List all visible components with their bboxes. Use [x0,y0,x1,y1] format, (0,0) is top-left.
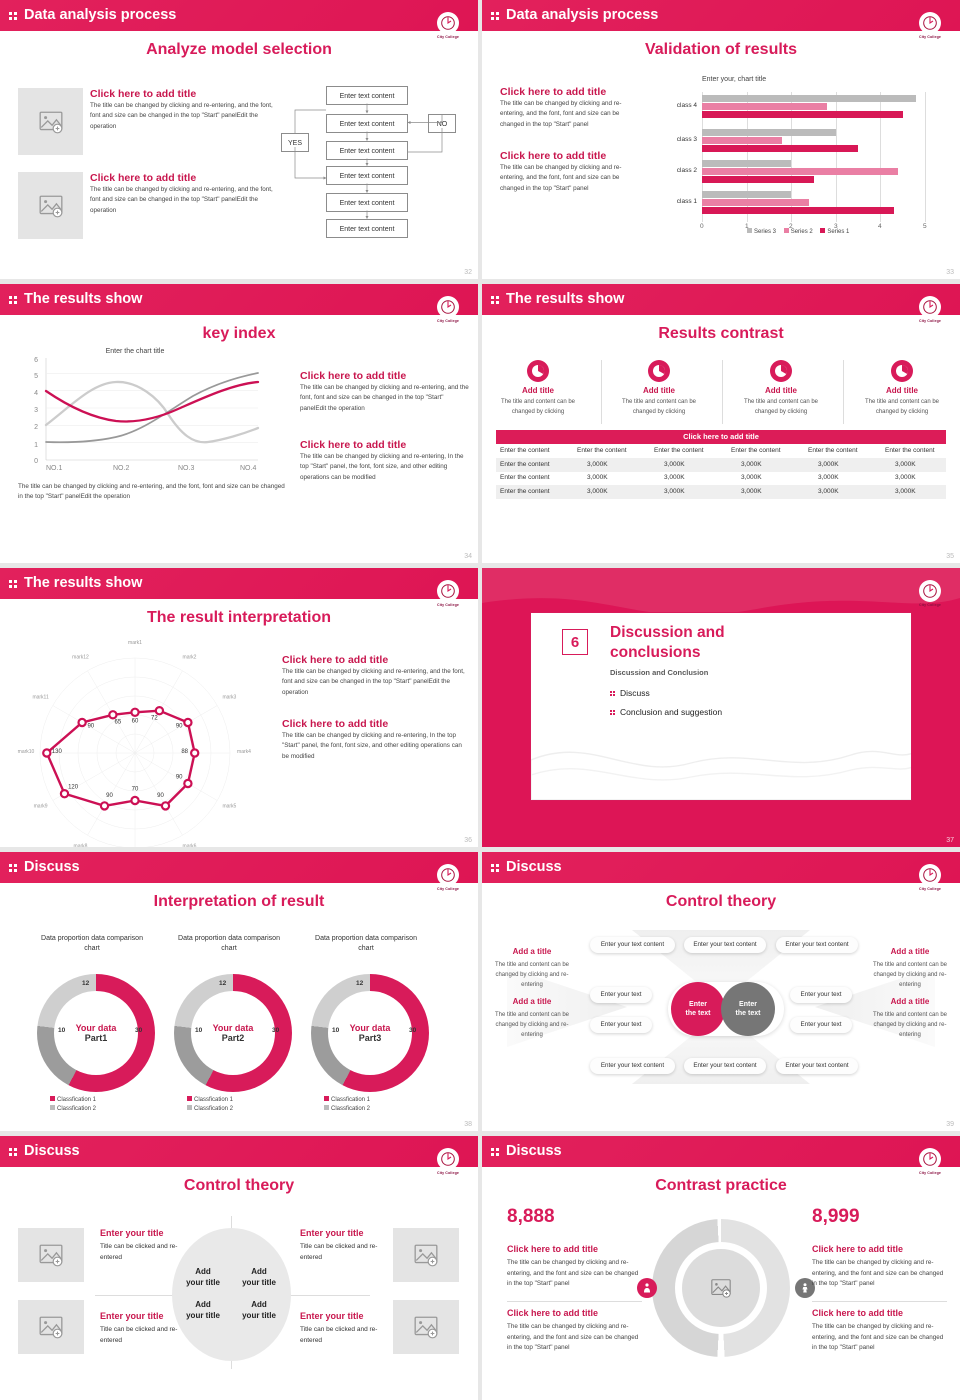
svg-text:0: 0 [34,458,38,465]
svg-text:3: 3 [34,407,38,414]
svg-text:90: 90 [106,793,113,799]
svg-text:60: 60 [132,718,139,724]
svg-text:mark9: mark9 [34,804,48,810]
svg-text:72: 72 [151,715,158,721]
svg-text:mark10: mark10 [18,749,35,755]
svg-text:mark1: mark1 [128,640,142,646]
svg-text:130: 130 [52,749,63,755]
svg-text:1: 1 [34,442,38,449]
svg-text:5: 5 [34,373,38,380]
svg-text:88: 88 [181,749,188,755]
svg-text:70: 70 [132,787,139,793]
svg-text:mark2: mark2 [183,655,197,661]
svg-text:NO.3: NO.3 [178,465,194,472]
svg-text:mark4: mark4 [237,749,251,755]
svg-text:mark8: mark8 [74,843,88,846]
svg-text:mark5: mark5 [222,804,236,810]
svg-text:NO.4: NO.4 [240,465,256,472]
svg-text:4: 4 [34,390,38,397]
svg-text:90: 90 [157,793,164,799]
svg-text:NO.1: NO.1 [46,465,62,472]
svg-text:mark6: mark6 [183,843,197,846]
svg-text:6: 6 [34,357,38,364]
svg-text:NO.2: NO.2 [113,465,129,472]
svg-text:mark3: mark3 [222,695,236,701]
svg-text:90: 90 [176,775,183,781]
svg-text:120: 120 [68,785,79,791]
svg-text:90: 90 [176,724,183,730]
svg-text:mark11: mark11 [32,695,49,701]
svg-text:mark12: mark12 [72,655,89,661]
svg-text:2: 2 [34,424,38,431]
svg-text:90: 90 [87,724,94,730]
svg-text:65: 65 [115,720,122,726]
